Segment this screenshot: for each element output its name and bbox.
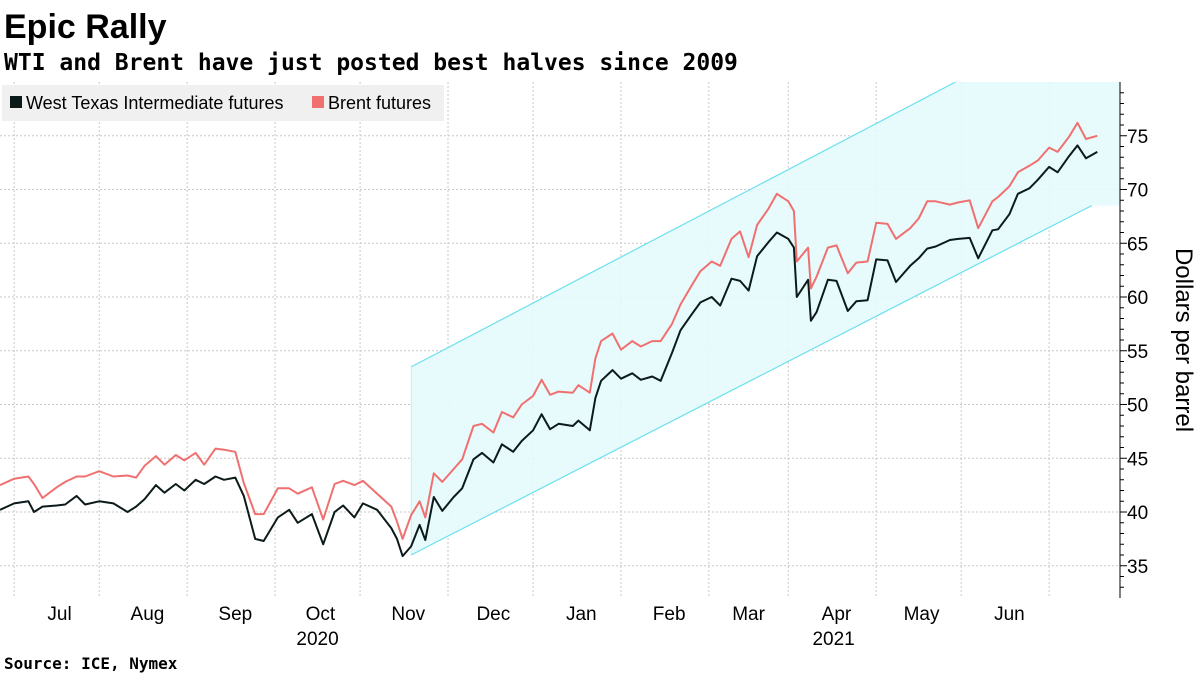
chart-title: Epic Rally: [4, 8, 167, 46]
x-tick-label: Oct: [306, 604, 336, 625]
trend-channel-lower-line: [410, 205, 1092, 556]
legend-label-wti: West Texas Intermediate futures: [26, 93, 283, 113]
legend-swatch-wti: [10, 96, 22, 108]
y-tick-label: 40: [1127, 503, 1148, 524]
y-tick-label: 60: [1127, 288, 1148, 309]
x-tick-label: Jan: [566, 604, 597, 625]
x-tick-label: Jul: [47, 604, 71, 625]
y-axis-label: Dollars per barrel: [1170, 248, 1197, 432]
x-tick-label: Jun: [994, 604, 1025, 625]
y-tick-label: 35: [1127, 557, 1148, 578]
y-tick-label: 75: [1127, 127, 1148, 148]
trend-channel: [410, 81, 1120, 556]
x-axis-labels: Jul Aug Sep Oct Nov Dec Jan Feb Mar Apr May Jun 2020…: [47, 604, 1024, 650]
series-line-brent: [0, 121, 1098, 540]
x-year-label: 2020: [296, 629, 338, 650]
y-axis: 35 40 45 50 55 60 65 70 75: [1119, 82, 1148, 598]
x-tick-label: May: [904, 604, 940, 625]
legend-background: [2, 85, 444, 121]
y-tick-label: 70: [1127, 181, 1148, 202]
trend-channel-upper-line: [410, 81, 956, 368]
x-tick-label: Nov: [391, 604, 425, 625]
series-lines: [0, 121, 1098, 558]
x-tick-label: Apr: [822, 604, 852, 625]
trend-channel-fill: [411, 82, 1120, 555]
legend-swatch-brent: [312, 96, 324, 108]
series-line-wti: [0, 144, 1098, 558]
y-tick-label: 65: [1127, 234, 1148, 255]
source-note: Source: ICE, Nymex: [4, 654, 178, 673]
chart-subtitle: WTI and Brent have just posted best halv…: [4, 50, 738, 76]
y-tick-label: 55: [1127, 342, 1148, 363]
x-tick-label: Mar: [732, 604, 765, 625]
y-tick-label: 45: [1127, 449, 1148, 470]
x-tick-label: Aug: [131, 604, 165, 625]
x-tick-label: Feb: [653, 604, 686, 625]
x-tick-label: Dec: [476, 604, 510, 625]
x-year-label: 2021: [812, 629, 854, 650]
x-tick-label: Sep: [218, 604, 252, 625]
legend: West Texas Intermediate futures Brent fu…: [2, 85, 444, 121]
legend-label-brent: Brent futures: [328, 93, 431, 113]
y-tick-label: 50: [1127, 396, 1148, 417]
